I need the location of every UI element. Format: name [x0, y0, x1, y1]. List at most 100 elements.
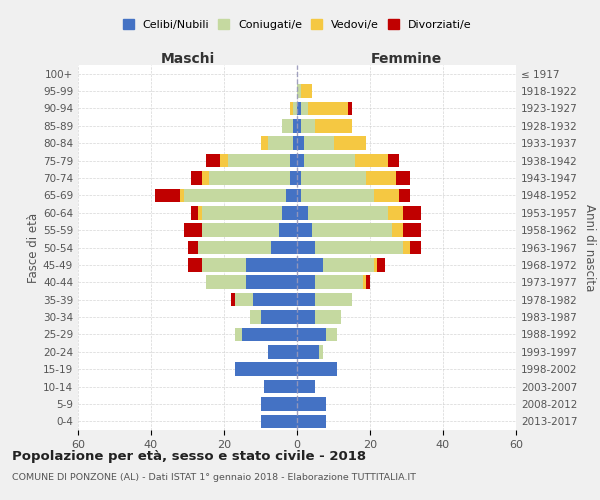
Bar: [232, 293, 235, 306]
Bar: [187, 240, 199, 254]
Text: Maschi: Maschi: [160, 52, 215, 66]
Bar: [199, 206, 202, 220]
Bar: [199, 240, 271, 254]
Bar: [308, 102, 348, 115]
Bar: [202, 258, 246, 272]
Bar: [392, 224, 403, 237]
Bar: [246, 276, 297, 289]
Bar: [235, 362, 297, 376]
Bar: [403, 240, 410, 254]
Bar: [191, 171, 202, 185]
Bar: [297, 310, 315, 324]
Bar: [206, 276, 246, 289]
Bar: [399, 188, 410, 202]
Bar: [283, 119, 293, 132]
Bar: [374, 188, 399, 202]
Bar: [293, 102, 297, 115]
Bar: [250, 310, 260, 324]
Bar: [403, 224, 421, 237]
Bar: [220, 154, 227, 168]
Bar: [286, 188, 297, 202]
Bar: [297, 328, 326, 341]
Bar: [297, 119, 301, 132]
Bar: [202, 224, 279, 237]
Bar: [279, 224, 297, 237]
Bar: [297, 188, 301, 202]
Bar: [297, 362, 337, 376]
Bar: [301, 188, 374, 202]
Bar: [348, 102, 352, 115]
Bar: [293, 119, 297, 132]
Bar: [206, 154, 220, 168]
Bar: [191, 206, 199, 220]
Bar: [388, 206, 403, 220]
Bar: [290, 154, 297, 168]
Legend: Celibi/Nubili, Coniugati/e, Vedovi/e, Divorziati/e: Celibi/Nubili, Coniugati/e, Vedovi/e, Di…: [122, 20, 472, 30]
Bar: [395, 171, 410, 185]
Bar: [319, 345, 323, 358]
Bar: [377, 258, 385, 272]
Bar: [283, 206, 297, 220]
Bar: [323, 258, 374, 272]
Bar: [301, 102, 308, 115]
Bar: [367, 276, 370, 289]
Bar: [227, 154, 290, 168]
Bar: [297, 84, 301, 98]
Bar: [355, 154, 388, 168]
Bar: [297, 414, 326, 428]
Bar: [301, 171, 367, 185]
Bar: [297, 224, 311, 237]
Bar: [297, 136, 304, 150]
Bar: [268, 136, 293, 150]
Bar: [326, 328, 337, 341]
Bar: [315, 240, 403, 254]
Bar: [315, 293, 352, 306]
Bar: [388, 154, 399, 168]
Bar: [202, 171, 209, 185]
Bar: [410, 240, 421, 254]
Bar: [308, 206, 388, 220]
Bar: [184, 224, 202, 237]
Bar: [297, 102, 301, 115]
Bar: [301, 119, 315, 132]
Bar: [297, 154, 304, 168]
Bar: [297, 171, 301, 185]
Bar: [367, 171, 395, 185]
Text: Femmine: Femmine: [371, 52, 442, 66]
Bar: [260, 310, 297, 324]
Bar: [180, 188, 184, 202]
Bar: [271, 240, 297, 254]
Bar: [235, 293, 253, 306]
Bar: [315, 119, 352, 132]
Bar: [403, 206, 421, 220]
Y-axis label: Anni di nascita: Anni di nascita: [583, 204, 596, 291]
Bar: [246, 258, 297, 272]
Bar: [188, 258, 202, 272]
Bar: [297, 293, 315, 306]
Bar: [311, 224, 392, 237]
Bar: [290, 171, 297, 185]
Bar: [304, 136, 334, 150]
Bar: [242, 328, 297, 341]
Y-axis label: Fasce di età: Fasce di età: [27, 212, 40, 282]
Bar: [293, 136, 297, 150]
Bar: [362, 276, 367, 289]
Bar: [297, 240, 315, 254]
Bar: [209, 171, 290, 185]
Bar: [155, 188, 180, 202]
Bar: [253, 293, 297, 306]
Bar: [297, 206, 308, 220]
Bar: [297, 397, 326, 410]
Bar: [260, 397, 297, 410]
Bar: [301, 84, 311, 98]
Bar: [315, 310, 341, 324]
Bar: [268, 345, 297, 358]
Bar: [184, 188, 286, 202]
Bar: [315, 276, 362, 289]
Bar: [297, 345, 319, 358]
Bar: [290, 102, 293, 115]
Bar: [260, 136, 268, 150]
Bar: [260, 414, 297, 428]
Bar: [202, 206, 283, 220]
Bar: [297, 380, 315, 394]
